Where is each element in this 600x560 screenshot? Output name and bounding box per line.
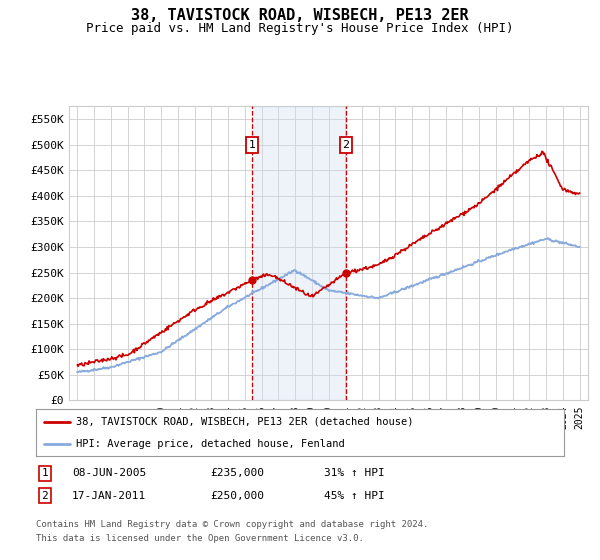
Text: Price paid vs. HM Land Registry's House Price Index (HPI): Price paid vs. HM Land Registry's House … [86, 22, 514, 35]
Text: This data is licensed under the Open Government Licence v3.0.: This data is licensed under the Open Gov… [36, 534, 364, 543]
Text: 31% ↑ HPI: 31% ↑ HPI [324, 468, 385, 478]
Text: 2: 2 [343, 140, 349, 150]
Text: £250,000: £250,000 [210, 491, 264, 501]
Text: 1: 1 [41, 468, 49, 478]
Text: 45% ↑ HPI: 45% ↑ HPI [324, 491, 385, 501]
Text: 1: 1 [248, 140, 256, 150]
Text: 17-JAN-2011: 17-JAN-2011 [72, 491, 146, 501]
Bar [252, 106, 346, 400]
Text: 08-JUN-2005: 08-JUN-2005 [72, 468, 146, 478]
Text: 2: 2 [41, 491, 49, 501]
Text: Contains HM Land Registry data © Crown copyright and database right 2024.: Contains HM Land Registry data © Crown c… [36, 520, 428, 529]
Text: 38, TAVISTOCK ROAD, WISBECH, PE13 2ER: 38, TAVISTOCK ROAD, WISBECH, PE13 2ER [131, 8, 469, 24]
Text: 38, TAVISTOCK ROAD, WISBECH, PE13 2ER (detached house): 38, TAVISTOCK ROAD, WISBECH, PE13 2ER (d… [76, 417, 413, 427]
Text: £235,000: £235,000 [210, 468, 264, 478]
Text: HPI: Average price, detached house, Fenland: HPI: Average price, detached house, Fenl… [76, 438, 344, 449]
